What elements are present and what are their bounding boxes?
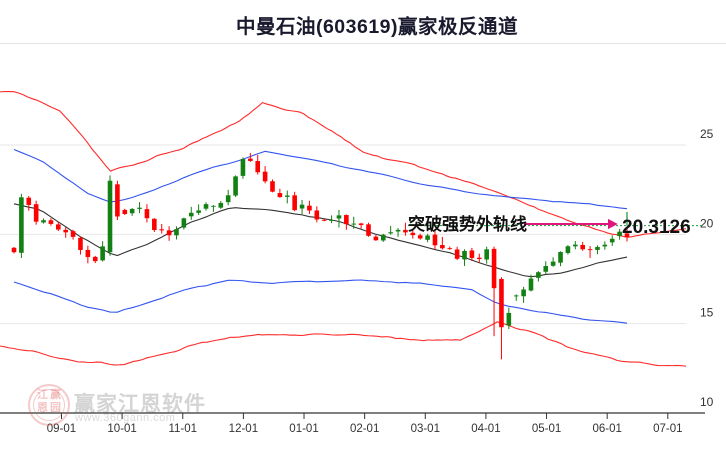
svg-text:10-01: 10-01 — [107, 423, 136, 435]
svg-text:20.3126: 20.3126 — [622, 217, 691, 238]
svg-text:07-01: 07-01 — [653, 423, 682, 435]
svg-text:06-01: 06-01 — [592, 423, 621, 435]
svg-text:15: 15 — [700, 306, 714, 320]
svg-text:12-01: 12-01 — [229, 423, 258, 435]
svg-text:突破强势外轨线: 突破强势外轨线 — [408, 214, 527, 234]
svg-text:20: 20 — [700, 216, 714, 230]
svg-text:10: 10 — [700, 395, 714, 409]
svg-text:11-01: 11-01 — [168, 423, 197, 435]
svg-text:01-01: 01-01 — [289, 423, 318, 435]
svg-text:03-01: 03-01 — [411, 423, 440, 435]
svg-text:25: 25 — [700, 127, 714, 141]
svg-text:04-01: 04-01 — [471, 423, 500, 435]
svg-text:02-01: 02-01 — [350, 423, 379, 435]
svg-text:05-01: 05-01 — [532, 423, 561, 435]
